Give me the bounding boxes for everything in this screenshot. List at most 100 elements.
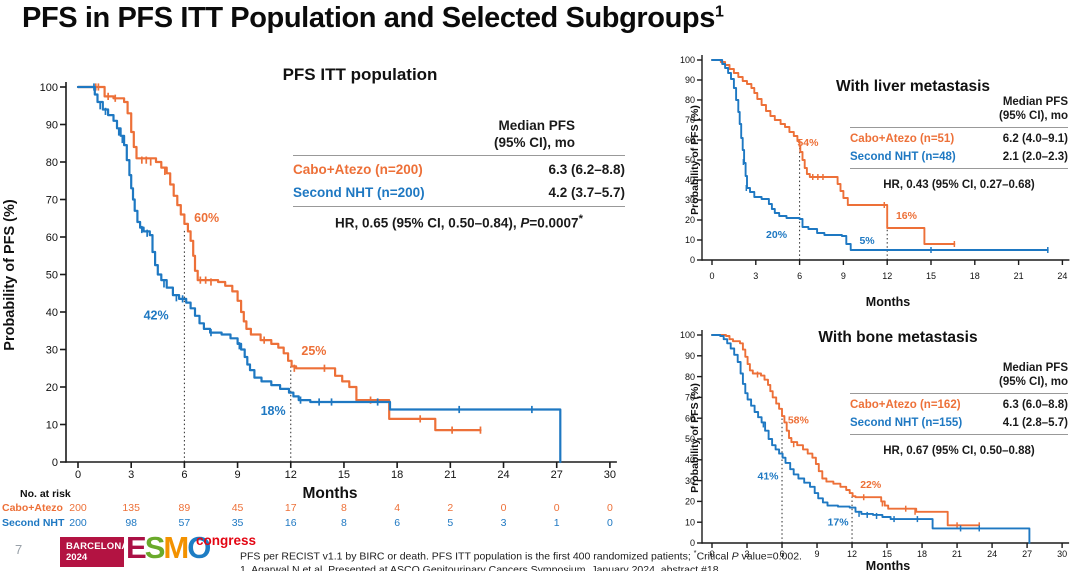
- landmark-label-20-: 20%: [766, 229, 788, 241]
- cabo-atezo-curve: [76, 85, 482, 432]
- second-nht-curve: [711, 59, 1049, 251]
- x-tick-label: 30: [1057, 549, 1067, 559]
- stats-body: Cabo+Atezo (n=51) 6.2 (4.0–9.1) Second NH…: [850, 126, 1068, 169]
- risk-value: 89: [178, 502, 191, 514]
- risk-value: 4: [394, 502, 401, 514]
- x-tick-label: 21: [444, 469, 456, 481]
- stats-header: Median PFS (95% CI), mo: [493, 118, 575, 150]
- stats-row-nht: Second NHT (n=200) 4.2 (3.7–5.7): [293, 181, 625, 204]
- landmark-label-25-: 25%: [301, 344, 326, 358]
- landmark-label-41-: 41%: [758, 471, 780, 483]
- risk-value: 0: [606, 502, 613, 514]
- risk-value: 1: [553, 517, 560, 529]
- y-tick-label: 40: [685, 175, 695, 185]
- number-at-risk-table: No. at risk Cabo+Atezo 200 135 89 45 17 8 4 2 0 0 0…: [0, 486, 670, 536]
- esmo-logo-letter-m: M: [163, 530, 189, 565]
- stats-row-nht: Second NHT (n=48) 2.1 (2.0–2.3): [850, 148, 1068, 166]
- risk-value: 3: [500, 517, 507, 529]
- second-nht-curve: [76, 85, 562, 464]
- x-tick-label: 24: [987, 549, 997, 559]
- risk-value: 16: [284, 517, 297, 529]
- x-tick-label: 21: [952, 549, 962, 559]
- risk-value: 2: [447, 502, 454, 514]
- stats-body: Cabo+Atezo (n=200) 6.3 (6.2–8.8) Second N…: [293, 154, 625, 207]
- x-axis-label: Months: [866, 559, 910, 571]
- risk-value: 200: [69, 517, 87, 529]
- y-tick-label: 60: [685, 413, 695, 423]
- y-tick-label: 90: [685, 75, 695, 85]
- x-tick-label: 12: [847, 549, 857, 559]
- risk-value: 5: [447, 517, 454, 529]
- risk-value: 8: [341, 517, 347, 529]
- landmark-label-22-: 22%: [860, 479, 882, 491]
- risk-value: 135: [122, 502, 140, 514]
- x-tick-label: 9: [235, 469, 241, 481]
- x-tick-label: 6: [181, 469, 187, 481]
- landmark-label-54-: 54%: [797, 137, 819, 149]
- page-title-footnote-marker: 1: [714, 3, 724, 21]
- stats-body: Cabo+Atezo (n=162) 6.3 (6.0–8.8) Second N…: [850, 392, 1068, 435]
- y-tick-label: 50: [685, 434, 695, 444]
- stats-table-itt: Median PFS (95% CI), mo Cabo+Atezo (n=200…: [293, 118, 625, 230]
- y-tick-label: 30: [685, 195, 695, 205]
- y-tick-label: 40: [685, 455, 695, 465]
- series-label: Cabo+Atezo (n=200): [293, 161, 423, 177]
- risk-table-header: No. at risk: [20, 488, 71, 500]
- risk-row-label-cabo-atezo: Cabo+Atezo: [2, 502, 63, 514]
- esmo-barcelona-badge: BARCELONA 2024: [60, 537, 128, 567]
- y-tick-label: 70: [46, 194, 58, 206]
- y-tick-label: 100: [680, 330, 695, 340]
- x-tick-label: 30: [604, 469, 616, 481]
- series-label: Second NHT (n=48): [850, 150, 956, 163]
- series-label: Cabo+Atezo (n=162): [850, 398, 961, 411]
- median-value: 4.2 (3.7–5.7): [548, 184, 625, 200]
- y-tick-label: 20: [685, 215, 695, 225]
- x-tick-label: 15: [926, 271, 936, 281]
- y-tick-label: 80: [46, 157, 58, 169]
- y-tick-label: 0: [690, 255, 695, 265]
- cabo-atezo-curve: [711, 334, 981, 527]
- x-axis-label: Months: [866, 295, 910, 309]
- series-label: Cabo+Atezo (n=51): [850, 132, 955, 145]
- risk-value: 98: [125, 517, 138, 529]
- risk-value: 200: [69, 502, 87, 514]
- chart-itt-svg: 0 10 20 30 40 50 60 70 80 90 100 0 3 6 9 12 15 18 21 24 27 30…: [2, 65, 617, 502]
- stats-table-bone: Median PFS (95% CI), mo Cabo+Atezo (n=162…: [850, 361, 1068, 457]
- y-tick-label: 60: [46, 232, 58, 244]
- risk-value: 57: [178, 517, 191, 529]
- stats-table-liver: Median PFS (95% CI), mo Cabo+Atezo (n=51)…: [850, 95, 1068, 191]
- median-value: 6.3 (6.2–8.8): [548, 161, 625, 177]
- y-axis-label: Probability of PFS (%): [2, 199, 18, 351]
- y-tick-label: 50: [685, 155, 695, 165]
- x-tick-label: 27: [551, 469, 563, 481]
- y-tick-label: 30: [46, 344, 58, 356]
- y-tick-label: 80: [685, 372, 695, 382]
- median-value: 6.2 (4.0–9.1): [1002, 132, 1068, 145]
- x-tick-label: 9: [841, 271, 846, 281]
- stats-row-cabo: Cabo+Atezo (n=51) 6.2 (4.0–9.1): [850, 130, 1068, 148]
- hazard-ratio-text: HR, 0.65 (95% CI, 0.50–0.84), P=0.0007*: [335, 212, 583, 231]
- x-tick-label: 15: [338, 469, 350, 481]
- x-tick-label: 21: [1014, 271, 1024, 281]
- x-tick-label: 12: [882, 271, 892, 281]
- y-tick-label: 80: [685, 95, 695, 105]
- x-tick-label: 15: [882, 549, 892, 559]
- y-axis-label: Probability of PFS (%): [689, 383, 701, 493]
- x-tick-label: 12: [285, 469, 297, 481]
- y-tick-label: 0: [52, 457, 58, 469]
- y-tick-label: 0: [690, 538, 695, 548]
- risk-value: 6: [394, 517, 401, 529]
- x-tick-label: 9: [815, 549, 820, 559]
- stats-row-cabo: Cabo+Atezo (n=162) 6.3 (6.0–8.8): [850, 396, 1068, 414]
- landmark-label-18-: 18%: [261, 404, 286, 418]
- y-tick-label: 70: [685, 115, 695, 125]
- congress-label: congress: [196, 533, 257, 548]
- chart-bone-svg: 0 10 20 30 40 50 60 70 80 90 100 0 3 6 9 12 15 18 21 24 27 30…: [680, 329, 1070, 571]
- x-tick-label: 24: [1057, 271, 1067, 281]
- x-axis-label: Months: [302, 485, 357, 502]
- y-tick-label: 20: [685, 497, 695, 507]
- risk-value: 0: [553, 502, 560, 514]
- series-label: Second NHT (n=200): [293, 184, 425, 200]
- slide-page-number: 7: [15, 542, 23, 557]
